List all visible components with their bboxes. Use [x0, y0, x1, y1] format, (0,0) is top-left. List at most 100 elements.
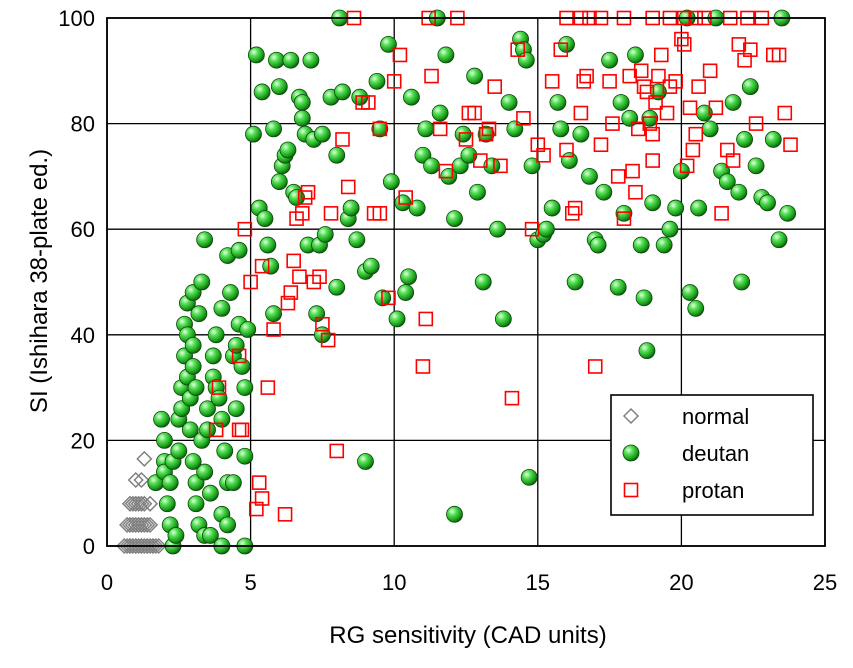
deutan-point	[270, 78, 288, 96]
deutan-point	[764, 131, 782, 148]
deutan-point	[207, 326, 225, 344]
legend: normal deutan protan	[610, 394, 814, 516]
protan-point	[771, 47, 787, 63]
legend-label-deutan: deutan	[682, 441, 749, 466]
deutan-point	[204, 347, 222, 365]
legend-label-normal: normal	[682, 404, 749, 429]
protan-point	[682, 100, 698, 116]
deutan-point	[313, 125, 331, 143]
deutan-point	[293, 109, 311, 127]
deutan-point	[222, 284, 239, 301]
plot-frame	[106, 17, 826, 547]
deutan-point	[184, 336, 202, 354]
deutan-point	[632, 236, 650, 254]
deutan-point	[156, 431, 173, 449]
normal-point	[144, 537, 162, 555]
deutan-point	[581, 167, 598, 185]
protan-point	[386, 74, 402, 89]
deutan-point	[408, 199, 426, 217]
protan-point	[674, 31, 689, 47]
protan-point	[231, 348, 247, 364]
protan-point	[602, 74, 617, 89]
protan-point	[231, 422, 247, 438]
deutan-point	[627, 46, 644, 64]
x-tick-label: 25	[813, 570, 837, 595]
deutan-point	[460, 146, 478, 164]
deutan-point	[397, 284, 415, 301]
protan-point	[642, 116, 658, 131]
protan-point	[679, 158, 695, 174]
protan-point	[783, 137, 798, 153]
protan-point	[510, 42, 525, 57]
protan-point	[685, 142, 701, 158]
protan-point	[208, 422, 224, 438]
deutan-point	[403, 88, 420, 106]
deutan-point	[288, 189, 305, 206]
deutan-point	[661, 220, 679, 238]
deutan-point	[371, 120, 389, 138]
protan-point	[312, 269, 327, 285]
legend-box	[610, 394, 814, 516]
protan-point	[748, 116, 764, 131]
deutan-point	[245, 125, 262, 143]
legend-label-protan: protan	[682, 478, 744, 503]
deutan-point	[538, 220, 555, 238]
protan-point	[398, 190, 413, 205]
deutan-point	[560, 152, 578, 169]
data-points	[116, 9, 798, 555]
protan-point	[691, 79, 706, 94]
legend-marker-normal	[622, 407, 640, 425]
protan-point	[478, 126, 494, 142]
deutan-point	[213, 299, 231, 317]
protan-point	[524, 221, 540, 237]
protan-point	[725, 153, 741, 168]
protan-point	[280, 295, 296, 311]
deutan-point	[196, 463, 214, 481]
deutan-point	[469, 183, 486, 201]
protan-point	[743, 42, 758, 57]
protan-point	[458, 132, 474, 147]
protan-point	[372, 121, 388, 137]
protan-point	[292, 269, 307, 285]
deutan-point	[357, 453, 374, 470]
protan-point	[277, 507, 293, 522]
series-protan	[208, 10, 798, 522]
deutan-point	[380, 36, 397, 53]
deutan-point	[167, 527, 185, 544]
normal-point	[136, 495, 153, 512]
protan-point	[424, 68, 439, 84]
protan-point	[211, 380, 227, 395]
deutan-point	[268, 51, 285, 69]
protan-point	[418, 311, 434, 327]
protan-point	[777, 105, 793, 121]
deutan-point	[641, 109, 659, 127]
protan-point	[516, 111, 531, 126]
protan-point	[668, 74, 683, 89]
protan-point	[260, 380, 276, 395]
deutan-point	[293, 94, 311, 111]
protan-point	[251, 475, 267, 490]
protan-point	[636, 79, 652, 94]
protan-point	[254, 491, 270, 506]
normal-point	[139, 537, 156, 555]
deutan-point	[477, 125, 495, 143]
deutan-point	[170, 442, 188, 460]
deutan-point	[368, 72, 386, 90]
protan-point	[576, 74, 592, 89]
legend-marker-protan	[623, 482, 639, 498]
protan-point	[294, 206, 310, 221]
deutan-point	[523, 157, 541, 175]
deutan-point	[517, 51, 535, 69]
protan-point	[372, 206, 388, 221]
deutan-point	[279, 141, 297, 159]
deutan-point	[566, 273, 584, 291]
deutan-point	[466, 67, 484, 85]
deutan-point	[158, 495, 176, 513]
deutan-point	[724, 94, 742, 111]
x-tick-label: 0	[101, 570, 113, 595]
protan-point	[300, 184, 316, 200]
deutan-point	[216, 442, 234, 460]
protan-point	[587, 359, 603, 374]
deutan-point	[219, 516, 237, 534]
deutan-point	[549, 94, 567, 111]
